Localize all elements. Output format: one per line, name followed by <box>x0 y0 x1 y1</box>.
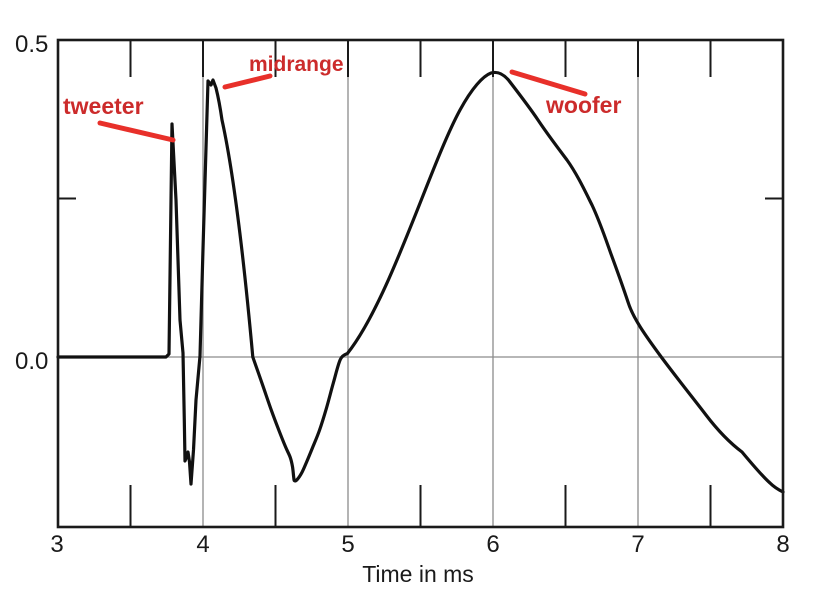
svg-text:tweeter: tweeter <box>63 93 144 119</box>
svg-text:0.5: 0.5 <box>15 31 48 58</box>
svg-text:3: 3 <box>50 531 63 558</box>
svg-text:4: 4 <box>196 531 209 558</box>
svg-text:6: 6 <box>486 531 499 558</box>
svg-text:0.0: 0.0 <box>15 348 48 375</box>
svg-text:7: 7 <box>631 531 644 558</box>
svg-text:Time in ms: Time in ms <box>362 561 474 587</box>
svg-text:5: 5 <box>341 531 354 558</box>
svg-text:8: 8 <box>776 531 789 558</box>
svg-text:midrange: midrange <box>249 53 344 76</box>
